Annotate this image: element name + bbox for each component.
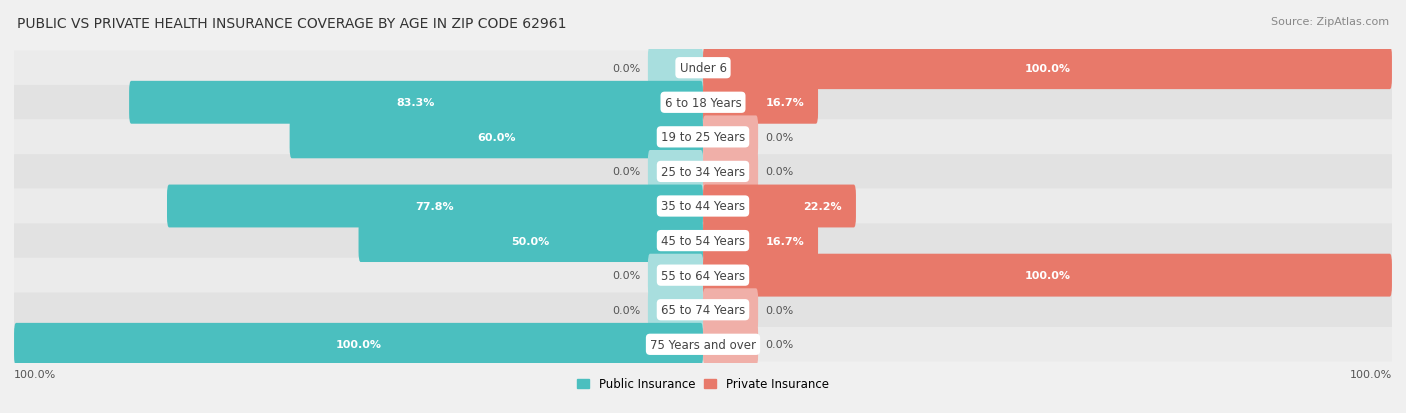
FancyBboxPatch shape bbox=[290, 116, 703, 159]
Text: 0.0%: 0.0% bbox=[613, 64, 641, 74]
Text: 100.0%: 100.0% bbox=[336, 339, 381, 349]
Text: 65 to 74 Years: 65 to 74 Years bbox=[661, 304, 745, 316]
FancyBboxPatch shape bbox=[703, 185, 856, 228]
FancyBboxPatch shape bbox=[14, 327, 1392, 362]
Text: 100.0%: 100.0% bbox=[1025, 271, 1070, 280]
Text: 75 Years and over: 75 Years and over bbox=[650, 338, 756, 351]
Text: 55 to 64 Years: 55 to 64 Years bbox=[661, 269, 745, 282]
Text: 77.8%: 77.8% bbox=[416, 202, 454, 211]
Text: 0.0%: 0.0% bbox=[765, 167, 793, 177]
FancyBboxPatch shape bbox=[14, 293, 1392, 327]
Legend: Public Insurance, Private Insurance: Public Insurance, Private Insurance bbox=[572, 373, 834, 395]
FancyBboxPatch shape bbox=[648, 289, 703, 331]
FancyBboxPatch shape bbox=[14, 155, 1392, 189]
FancyBboxPatch shape bbox=[703, 47, 1392, 90]
FancyBboxPatch shape bbox=[167, 185, 703, 228]
FancyBboxPatch shape bbox=[648, 254, 703, 297]
Text: 19 to 25 Years: 19 to 25 Years bbox=[661, 131, 745, 144]
Text: 16.7%: 16.7% bbox=[765, 236, 804, 246]
FancyBboxPatch shape bbox=[359, 220, 703, 262]
FancyBboxPatch shape bbox=[14, 258, 1392, 293]
Text: PUBLIC VS PRIVATE HEALTH INSURANCE COVERAGE BY AGE IN ZIP CODE 62961: PUBLIC VS PRIVATE HEALTH INSURANCE COVER… bbox=[17, 17, 567, 31]
FancyBboxPatch shape bbox=[703, 82, 818, 124]
FancyBboxPatch shape bbox=[703, 254, 1392, 297]
Text: 0.0%: 0.0% bbox=[613, 271, 641, 280]
Text: 83.3%: 83.3% bbox=[396, 98, 436, 108]
Text: 100.0%: 100.0% bbox=[1025, 64, 1070, 74]
FancyBboxPatch shape bbox=[703, 151, 758, 193]
Text: Under 6: Under 6 bbox=[679, 62, 727, 75]
Text: 0.0%: 0.0% bbox=[613, 305, 641, 315]
FancyBboxPatch shape bbox=[648, 151, 703, 193]
FancyBboxPatch shape bbox=[14, 224, 1392, 258]
FancyBboxPatch shape bbox=[14, 51, 1392, 86]
FancyBboxPatch shape bbox=[703, 116, 758, 159]
FancyBboxPatch shape bbox=[703, 220, 818, 262]
FancyBboxPatch shape bbox=[14, 120, 1392, 155]
Text: 100.0%: 100.0% bbox=[14, 369, 56, 379]
FancyBboxPatch shape bbox=[129, 82, 703, 124]
Text: 60.0%: 60.0% bbox=[477, 133, 516, 142]
Text: 22.2%: 22.2% bbox=[804, 202, 842, 211]
Text: 0.0%: 0.0% bbox=[613, 167, 641, 177]
FancyBboxPatch shape bbox=[14, 189, 1392, 224]
Text: 0.0%: 0.0% bbox=[765, 133, 793, 142]
FancyBboxPatch shape bbox=[14, 86, 1392, 120]
Text: 45 to 54 Years: 45 to 54 Years bbox=[661, 235, 745, 247]
Text: 35 to 44 Years: 35 to 44 Years bbox=[661, 200, 745, 213]
FancyBboxPatch shape bbox=[703, 289, 758, 331]
FancyBboxPatch shape bbox=[14, 323, 703, 366]
Text: 0.0%: 0.0% bbox=[765, 305, 793, 315]
Text: 6 to 18 Years: 6 to 18 Years bbox=[665, 97, 741, 109]
Text: 25 to 34 Years: 25 to 34 Years bbox=[661, 166, 745, 178]
Text: 0.0%: 0.0% bbox=[765, 339, 793, 349]
Text: Source: ZipAtlas.com: Source: ZipAtlas.com bbox=[1271, 17, 1389, 26]
FancyBboxPatch shape bbox=[648, 47, 703, 90]
FancyBboxPatch shape bbox=[703, 323, 758, 366]
Text: 100.0%: 100.0% bbox=[1350, 369, 1392, 379]
Text: 16.7%: 16.7% bbox=[765, 98, 804, 108]
Text: 50.0%: 50.0% bbox=[512, 236, 550, 246]
